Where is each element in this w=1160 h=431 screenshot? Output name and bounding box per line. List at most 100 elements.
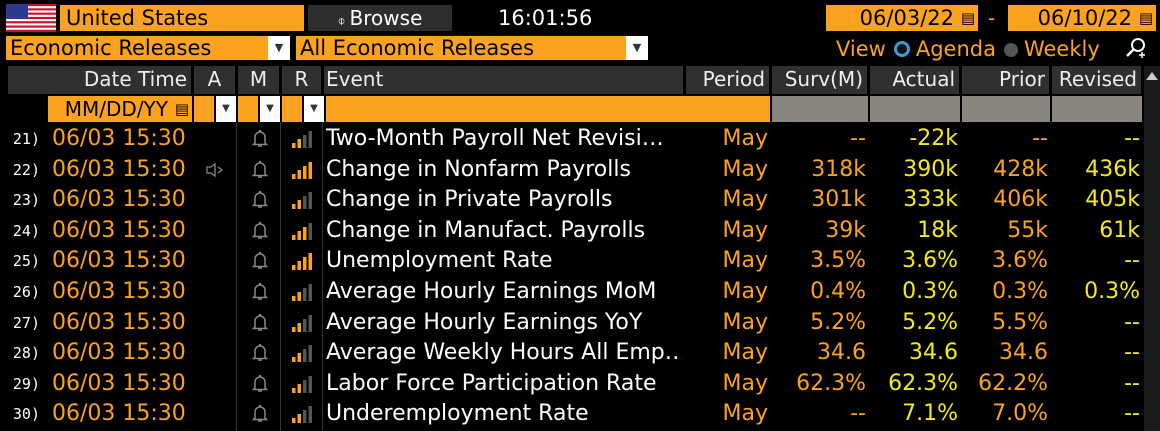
table-row[interactable]: 27) 06/03 15:30 Average Hourly Earnings … xyxy=(0,308,1160,338)
bell-icon[interactable] xyxy=(240,246,280,276)
country-field[interactable]: United States xyxy=(60,5,304,31)
chevron-down-icon: ▼ xyxy=(626,36,648,60)
alert-cell[interactable] xyxy=(196,246,234,276)
bell-icon[interactable] xyxy=(240,277,280,307)
bell-icon[interactable] xyxy=(240,308,280,338)
browse-label: Browse xyxy=(349,6,423,30)
col-m[interactable]: M xyxy=(238,66,280,94)
row-event[interactable]: Two-Month Payroll Net Revisi… xyxy=(326,126,664,151)
row-revised: -- xyxy=(1124,340,1140,366)
table-row[interactable]: 30) 06/03 15:30 Underemployment Rate May… xyxy=(0,399,1160,429)
date-separator: - xyxy=(988,6,996,30)
row-datetime: 06/03 15:30 xyxy=(52,370,186,396)
bell-icon[interactable] xyxy=(240,216,280,246)
alert-cell[interactable] xyxy=(196,155,234,185)
chevron-down-icon: ▼ xyxy=(268,36,290,60)
row-event[interactable]: Average Weekly Hours All Emp… xyxy=(326,340,682,366)
clock-time: 16:01:56 xyxy=(498,6,593,30)
relevance-icon xyxy=(286,338,320,368)
alert-cell[interactable] xyxy=(196,308,234,338)
agenda-radio[interactable] xyxy=(893,41,910,57)
chevron-down-icon[interactable]: ▼ xyxy=(260,96,280,122)
date-from-field[interactable]: 06/03/22 xyxy=(826,5,958,31)
table-row[interactable]: 24) 06/03 15:30 Change in Manufact. Payr… xyxy=(0,216,1160,246)
col-datetime[interactable]: Date Time xyxy=(8,66,192,94)
row-event[interactable]: Underemployment Rate xyxy=(326,401,589,427)
agenda-label[interactable]: Agenda xyxy=(915,37,996,61)
table-row[interactable]: 26) 06/03 15:30 Average Hourly Earnings … xyxy=(0,277,1160,307)
relevance-icon xyxy=(286,277,320,307)
table-row[interactable]: 29) 06/03 15:30 Labor Force Participatio… xyxy=(0,369,1160,399)
alert-cell[interactable] xyxy=(196,124,234,154)
actual-filter xyxy=(870,96,960,122)
row-number: 26) xyxy=(12,283,40,301)
speaker-icon[interactable] xyxy=(205,162,225,178)
col-actual[interactable]: Actual xyxy=(870,66,960,94)
row-event[interactable]: Labor Force Participation Rate xyxy=(326,370,657,396)
row-datetime: 06/03 15:30 xyxy=(52,309,186,335)
row-event[interactable]: Unemployment Rate xyxy=(326,248,553,274)
col-event[interactable]: Event xyxy=(324,66,684,94)
a-filter[interactable] xyxy=(194,96,214,122)
date-to-field[interactable]: 06/10/22 xyxy=(1008,5,1136,31)
row-actual: 390k xyxy=(903,156,958,182)
row-datetime: 06/03 15:30 xyxy=(52,156,186,182)
row-event[interactable]: Change in Nonfarm Payrolls xyxy=(326,156,631,182)
row-datetime: 06/03 15:30 xyxy=(52,217,186,243)
browse-button[interactable]: ⌽ Browse xyxy=(308,5,452,31)
col-a[interactable]: A xyxy=(194,66,236,94)
row-number: 30) xyxy=(12,405,40,424)
weekly-radio[interactable] xyxy=(1003,43,1018,57)
chevron-down-icon[interactable]: ▼ xyxy=(304,96,324,122)
row-actual: 333k xyxy=(903,187,958,213)
search-icon[interactable] xyxy=(1124,36,1148,60)
col-r[interactable]: R xyxy=(282,66,322,94)
m-filter[interactable] xyxy=(238,96,258,122)
date-filter[interactable]: MM/DD/YY xyxy=(48,96,172,122)
calendar-icon[interactable]: ▤ xyxy=(958,5,978,31)
alert-cell[interactable] xyxy=(196,185,234,215)
calendar-icon[interactable]: ▤ xyxy=(172,96,192,122)
alert-cell[interactable] xyxy=(196,216,234,246)
table-row[interactable]: 28) 06/03 15:30 Average Weekly Hours All… xyxy=(0,338,1160,368)
table-row[interactable]: 23) 06/03 15:30 Change in Private Payrol… xyxy=(0,185,1160,215)
row-event[interactable]: Average Hourly Earnings YoY xyxy=(326,309,643,335)
chevron-down-icon[interactable]: ▼ xyxy=(216,96,236,122)
bell-icon[interactable] xyxy=(240,124,280,154)
weekly-label[interactable]: Weekly xyxy=(1023,37,1100,61)
table-row[interactable]: 25) 06/03 15:30 Unemployment Rate May 3.… xyxy=(0,246,1160,276)
row-actual: 7.1% xyxy=(902,401,958,427)
col-revised[interactable]: Revised xyxy=(1052,66,1142,94)
category-select[interactable]: Economic Releases ▼ xyxy=(6,36,290,60)
subcategory-select[interactable]: All Economic Releases ▼ xyxy=(296,36,648,60)
col-prior[interactable]: Prior xyxy=(962,66,1050,94)
row-surv: 0.4% xyxy=(810,279,866,304)
alert-cell[interactable] xyxy=(196,369,234,399)
table-row[interactable]: 21) 06/03 15:30 Two-Month Payroll Net Re… xyxy=(0,124,1160,154)
col-surv[interactable]: Surv(M) xyxy=(772,66,868,94)
event-filter[interactable] xyxy=(326,96,770,122)
scroll-up-arrow[interactable] xyxy=(1146,72,1158,80)
alert-cell[interactable] xyxy=(196,338,234,368)
row-actual: 0.3% xyxy=(902,279,958,304)
row-number: 23) xyxy=(12,191,40,210)
alert-cell[interactable] xyxy=(196,399,234,429)
scrollbar[interactable] xyxy=(1144,66,1160,431)
table-row[interactable]: 22) 06/03 15:30 Change in Nonfarm Payrol… xyxy=(0,155,1160,185)
row-period: May xyxy=(722,126,768,151)
row-number: 29) xyxy=(12,374,40,393)
bell-icon[interactable] xyxy=(240,338,280,368)
row-prior: 62.2% xyxy=(978,370,1048,396)
calendar-icon[interactable]: ▤ xyxy=(1136,5,1156,31)
row-event[interactable]: Average Hourly Earnings MoM xyxy=(326,279,657,304)
bell-icon[interactable] xyxy=(240,185,280,215)
alert-cell[interactable] xyxy=(196,277,234,307)
bell-icon[interactable] xyxy=(240,399,280,429)
relevance-icon xyxy=(286,185,320,215)
col-period[interactable]: Period xyxy=(686,66,770,94)
bell-icon[interactable] xyxy=(240,155,280,185)
bell-icon[interactable] xyxy=(240,369,280,399)
row-event[interactable]: Change in Private Payrolls xyxy=(326,187,613,213)
r-filter[interactable] xyxy=(282,96,302,122)
row-event[interactable]: Change in Manufact. Payrolls xyxy=(326,217,646,243)
